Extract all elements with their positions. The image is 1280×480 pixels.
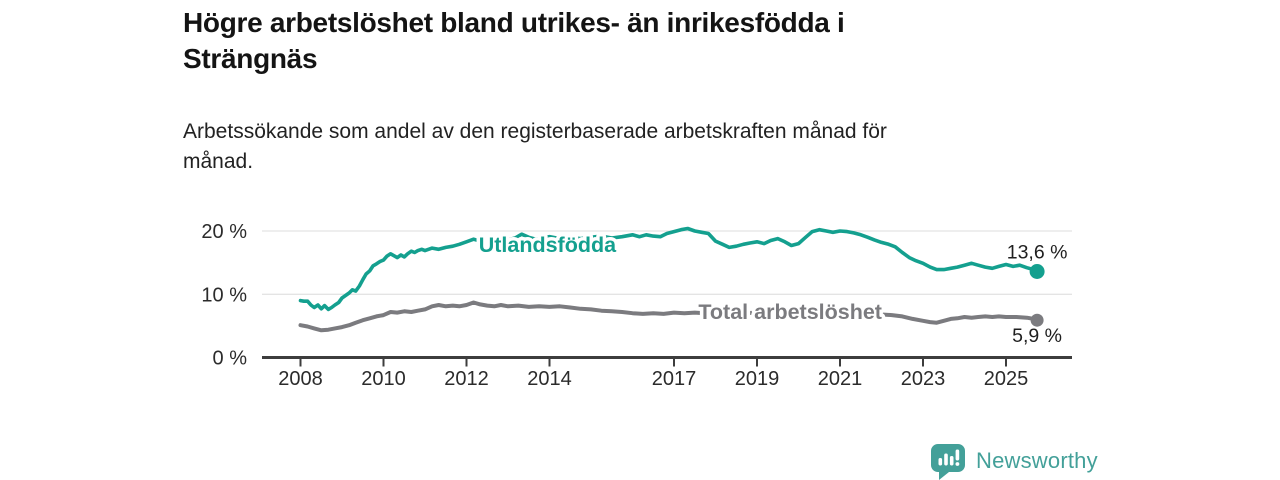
x-tick-label: 2012 [444, 368, 489, 390]
series-end-value-label: 13,6 % [1007, 242, 1068, 264]
chart-subtitle: Arbetssökande som andel av den registerb… [183, 120, 887, 173]
series-line [298, 300, 1040, 333]
series-label: Total arbetslöshet [698, 300, 882, 324]
x-tick-label: 2008 [278, 368, 323, 390]
x-tick-label: 2023 [901, 368, 946, 390]
x-tick-label: 2017 [652, 368, 697, 390]
x-tick-label: 2014 [527, 368, 572, 390]
y-tick-label: 10 % [201, 284, 247, 306]
x-tick-label: 2010 [361, 368, 406, 390]
bar-chart-speech-bubble-icon [931, 444, 965, 480]
chart-title: Högre arbetslöshet bland utrikes- än inr… [183, 7, 845, 74]
brand-name: Newsworthy [976, 448, 1098, 473]
y-tick-label: 20 % [201, 221, 247, 243]
brand-footer: Newsworthy [929, 442, 1098, 480]
x-tick-label: 2021 [818, 368, 863, 390]
series-line [298, 226, 1039, 312]
series-end-dot [1029, 264, 1045, 279]
series-end-value-label: 5,9 % [1012, 325, 1062, 347]
series-label: Utlandsfödda [479, 233, 617, 257]
y-tick-label: 0 % [213, 348, 248, 370]
x-tick-label: 2025 [984, 368, 1029, 390]
x-tick-label: 2019 [735, 368, 780, 390]
series-end-dot [1030, 313, 1044, 327]
